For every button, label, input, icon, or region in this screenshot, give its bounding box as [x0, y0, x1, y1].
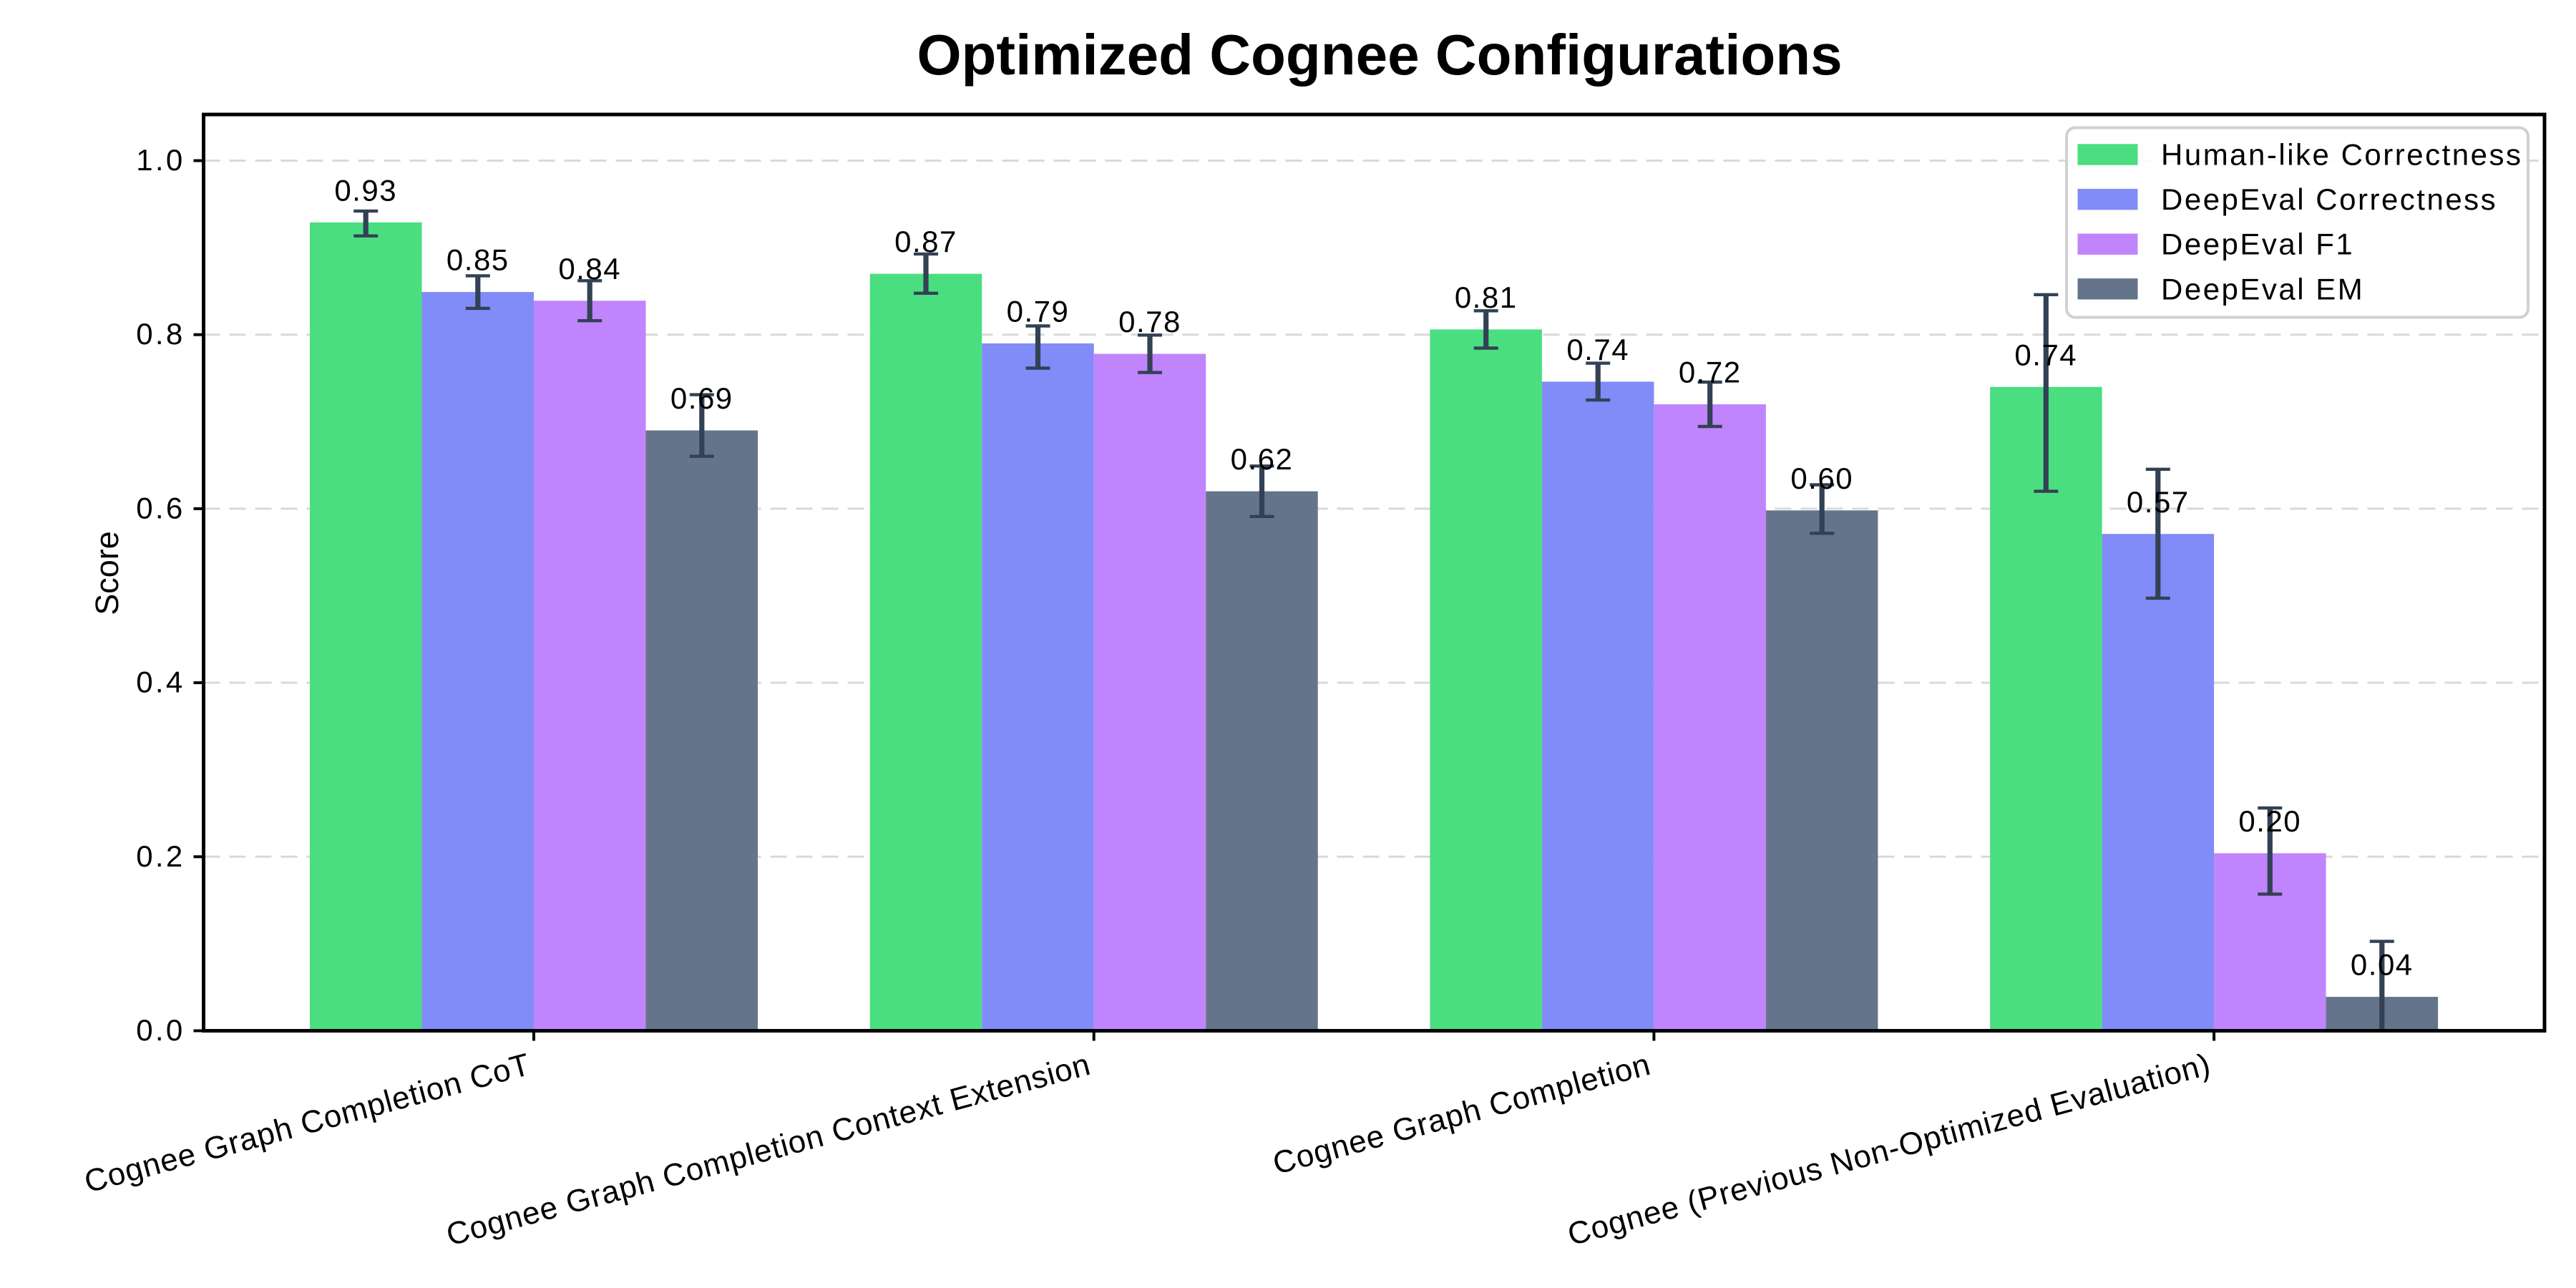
svg-text:0.87: 0.87 [894, 225, 957, 258]
svg-text:0.57: 0.57 [2127, 485, 2190, 519]
svg-text:0.74: 0.74 [1566, 333, 1629, 366]
svg-text:0.74: 0.74 [2014, 338, 2077, 371]
svg-text:Optimized Cognee Configuration: Optimized Cognee Configurations [917, 23, 1842, 87]
svg-text:0.79: 0.79 [1007, 295, 1070, 328]
svg-text:Human-like Correctness: Human-like Correctness [2161, 138, 2522, 172]
svg-text:0.85: 0.85 [447, 243, 509, 277]
svg-text:0.20: 0.20 [2238, 804, 2301, 838]
svg-text:0.8: 0.8 [136, 317, 185, 351]
svg-text:0.84: 0.84 [558, 252, 621, 286]
svg-text:0.93: 0.93 [334, 173, 397, 207]
svg-text:0.2: 0.2 [136, 839, 185, 873]
svg-text:0.4: 0.4 [136, 665, 185, 699]
svg-text:0.72: 0.72 [1679, 356, 1742, 389]
svg-text:DeepEval Correctness: DeepEval Correctness [2161, 182, 2497, 216]
svg-text:0.62: 0.62 [1231, 442, 1294, 476]
svg-text:0.6: 0.6 [136, 491, 185, 525]
svg-text:1.0: 1.0 [136, 143, 185, 177]
svg-text:DeepEval EM: DeepEval EM [2161, 272, 2364, 306]
svg-text:Score: Score [89, 531, 125, 615]
svg-text:0.81: 0.81 [1455, 280, 1518, 314]
svg-text:0.0: 0.0 [136, 1013, 185, 1047]
svg-text:0.04: 0.04 [2351, 948, 2414, 982]
svg-text:0.69: 0.69 [670, 381, 733, 415]
svg-text:DeepEval F1: DeepEval F1 [2161, 228, 2354, 261]
svg-text:0.78: 0.78 [1118, 305, 1181, 338]
svg-text:0.60: 0.60 [1790, 462, 1853, 495]
